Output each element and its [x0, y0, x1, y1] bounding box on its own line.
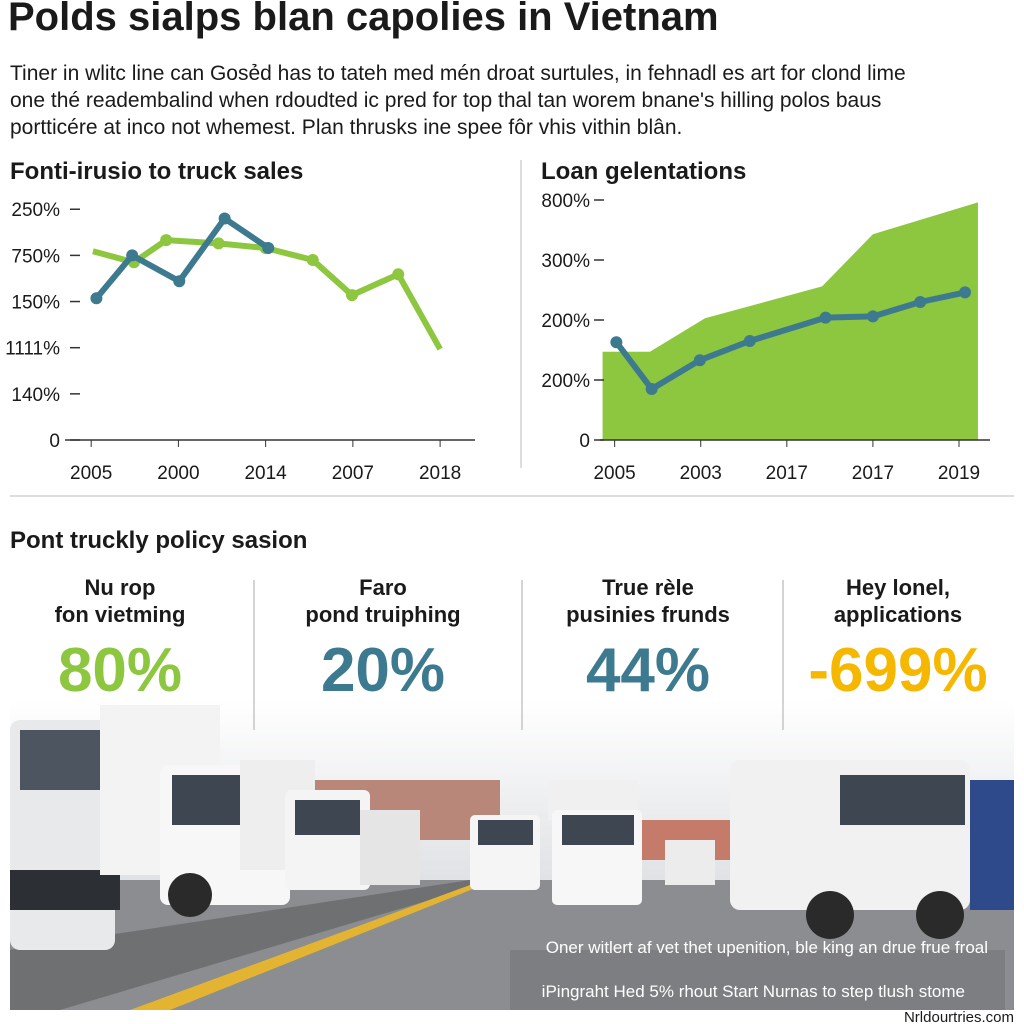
x-tick-label: 2017 [852, 463, 894, 484]
y-tick-label: 150% [11, 293, 60, 314]
y-tick-label: 140% [11, 385, 60, 406]
caption: iPingraht Hed 5% rhout Start Nurnas to s… [542, 982, 965, 1001]
y-tick-label: 200% [541, 371, 590, 392]
y-tick-label: 200% [541, 311, 590, 332]
x-tick-label: 2000 [157, 463, 199, 484]
line [92, 237, 443, 351]
x-tick-label: 2003 [680, 463, 722, 484]
stat-value: 20% [321, 636, 445, 705]
point [743, 335, 756, 347]
point [645, 383, 658, 395]
x-tick-label: 2005 [70, 463, 112, 484]
point [218, 212, 231, 225]
point [959, 286, 972, 299]
area [602, 202, 978, 440]
paragraph-line: Tiner in wlitc line can Gosẻd has to tat… [10, 62, 906, 85]
paragraph-line: one thé readembalind when rdoudted ic pr… [10, 89, 881, 112]
stat-label: Faro [359, 575, 407, 600]
y-tick-label: 0 [579, 431, 590, 452]
chart-title: Loan gelentations [541, 158, 746, 185]
credit: Nrldourtries.com [904, 1009, 1014, 1024]
title: Polds sialps blan capolies in Vietnam [8, 0, 719, 39]
stat-label: applications [834, 602, 962, 627]
y-tick-label: 0 [49, 431, 60, 452]
point [610, 336, 623, 349]
point [160, 234, 173, 247]
y-tick-label: 300% [541, 251, 590, 272]
stat-value: -699% [808, 636, 987, 705]
section-title: Pont truckly policy sasion [10, 527, 307, 554]
stat-label: True rèle [602, 575, 694, 600]
x-tick-label: 2014 [244, 463, 287, 484]
point [693, 354, 706, 367]
photo [10, 700, 1014, 1010]
y-tick-label: 1111% [5, 339, 60, 360]
point [346, 289, 358, 302]
x-tick-label: 2007 [332, 463, 374, 484]
point [90, 292, 103, 305]
y-tick-label: 750% [11, 246, 60, 267]
chart-title: Fonti-irusio to truck sales [10, 158, 303, 185]
y-tick-label: 800% [541, 191, 590, 212]
paragraph-line: portticére at inco not whemest. Plan thr… [10, 116, 682, 139]
point [212, 237, 225, 250]
line [613, 289, 966, 392]
stat-label: pond truiphing [305, 602, 460, 627]
x-tick-label: 2018 [419, 463, 461, 484]
point [866, 310, 879, 323]
point [306, 254, 319, 266]
x-tick-label: 2005 [593, 463, 635, 484]
point [262, 242, 275, 254]
y-tick-label: 250% [11, 200, 60, 221]
point [126, 249, 139, 262]
x-tick-label: 2017 [766, 463, 808, 484]
caption: Oner witlert af vet thet upenition, ble … [546, 938, 988, 957]
point [173, 275, 186, 288]
point [819, 311, 832, 324]
stat-value: 44% [586, 636, 710, 705]
x-tick-label: 2019 [938, 463, 980, 484]
point [392, 268, 405, 281]
stat-label: Nu rop [85, 575, 156, 600]
stat-label: pusinies frunds [566, 602, 730, 627]
stat-label: fon vietming [55, 602, 186, 627]
point [914, 296, 927, 308]
stat-value: 80% [58, 636, 182, 705]
stat-label: Hey lonel, [846, 575, 950, 600]
